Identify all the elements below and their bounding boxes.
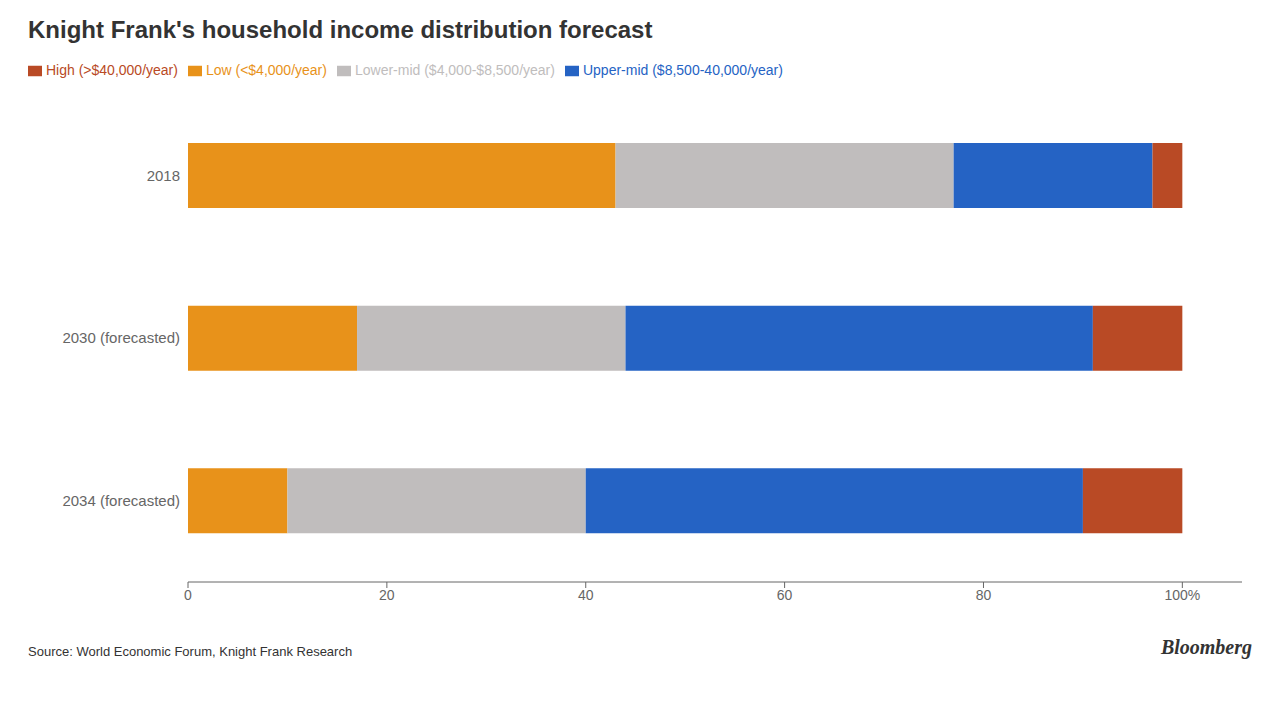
svg-text:2034 (forecasted): 2034 (forecasted) bbox=[62, 492, 180, 509]
svg-text:60: 60 bbox=[777, 587, 793, 603]
svg-text:2018: 2018 bbox=[147, 167, 180, 184]
html-text:Low (<$4,000/year): Low (<$4,000/year) bbox=[205, 62, 327, 78]
html-text:Bloomberg: Bloomberg bbox=[1160, 636, 1252, 658]
svg-text:2030 (forecasted): 2030 (forecasted) bbox=[62, 329, 180, 346]
svg-text:80: 80 bbox=[976, 587, 992, 603]
html-text:Lower-mid ($4,000-$8,500/year): Lower-mid ($4,000-$8,500/year) bbox=[355, 62, 555, 78]
svg-text:0: 0 bbox=[184, 587, 192, 603]
html-text:Upper-mid ($8,500-40,000/year): Upper-mid ($8,500-40,000/year) bbox=[583, 62, 783, 78]
svg-text:20: 20 bbox=[379, 587, 395, 603]
svg-text:40: 40 bbox=[578, 587, 594, 603]
svg-text:100%: 100% bbox=[1164, 587, 1200, 603]
html-text:Knight Frank's household incom: Knight Frank's household income distribu… bbox=[28, 16, 653, 43]
html-text:Source: World Economic Forum,: Source: World Economic Forum, Knight Fra… bbox=[28, 644, 353, 659]
html-text:High (>$40,000/year): High (>$40,000/year) bbox=[46, 62, 178, 78]
